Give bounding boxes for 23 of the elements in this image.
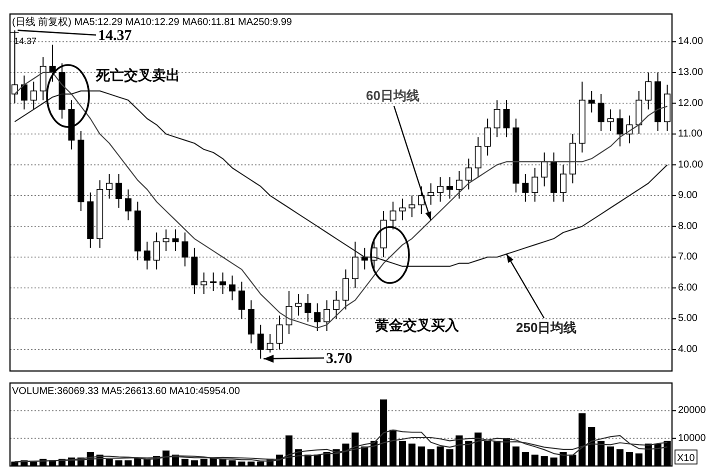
y-tick-label: 20000 xyxy=(678,405,706,416)
annotation: 14.37 xyxy=(14,36,37,46)
y-tick-label: 5.00 xyxy=(678,313,698,324)
text: X10 xyxy=(677,453,696,464)
y-tick-label: 11.00 xyxy=(678,128,703,140)
y-tick-label: 9.00 xyxy=(678,190,698,202)
annotation: 14.37 xyxy=(98,28,132,44)
text: 250日均线 xyxy=(516,320,577,335)
y-tick-label: 6.00 xyxy=(678,282,698,294)
annotation: 死亡交叉卖出 xyxy=(95,67,180,83)
chart-title: VOLUME:36069.33 MA5:26613.60 MA10:45954.00 xyxy=(12,386,240,397)
y-tick-label: 4.00 xyxy=(678,344,698,355)
y-tick-label: 14.00 xyxy=(678,36,704,48)
annotation: 黄金交叉买入 xyxy=(374,317,460,333)
chart-title: (日线 前复权) MA5:12.29 MA10:12.29 MA60:11.81 MA250:9.99 xyxy=(12,16,292,28)
y-tick-label: 8.00 xyxy=(678,220,698,232)
y-tick-label: 10.00 xyxy=(678,159,704,170)
text: 60日均线 xyxy=(366,88,420,103)
annotation: 3.70 xyxy=(326,351,352,367)
y-tick-label: 12.00 xyxy=(678,98,704,109)
y-tick-label: 13.00 xyxy=(678,66,704,78)
y-tick-label: 7.00 xyxy=(678,252,698,263)
y-tick-label: 10000 xyxy=(678,432,706,444)
